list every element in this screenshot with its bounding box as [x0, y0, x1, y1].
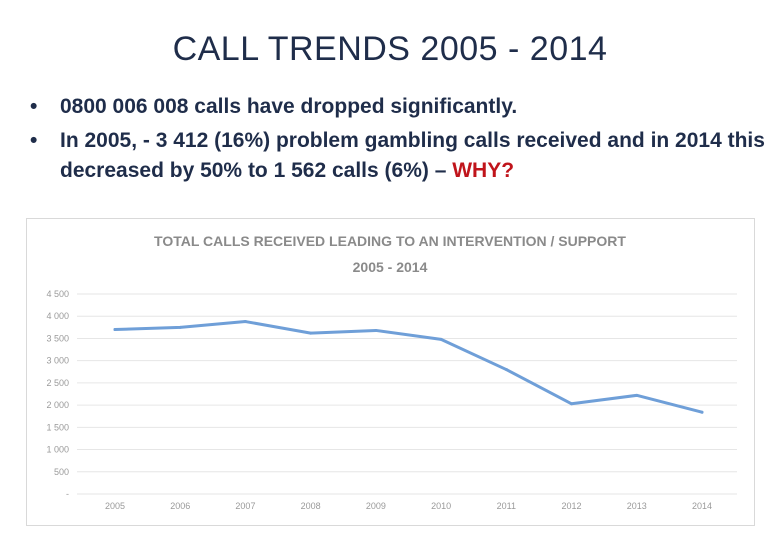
x-tick-label: 2005: [105, 501, 125, 511]
y-tick-label: 1 000: [46, 445, 69, 455]
y-tick-label: 2 500: [46, 378, 69, 388]
data-point: [113, 328, 117, 332]
x-tick-label: 2009: [366, 501, 386, 511]
series-line: [113, 320, 704, 414]
y-tick-label: 1 500: [46, 422, 69, 432]
data-point: [504, 368, 508, 372]
data-point: [700, 410, 704, 414]
chart-title: TOTAL CALLS RECEIVED LEADING TO AN INTER…: [154, 233, 626, 249]
series-group: [113, 320, 704, 414]
x-tick-label: 2012: [562, 501, 582, 511]
bullet-item-1: • 0800 006 008 calls have dropped signif…: [30, 92, 770, 122]
x-tick-label: 2011: [497, 501, 516, 511]
data-point: [570, 402, 574, 406]
chart-subtitle: 2005 - 2014: [353, 259, 428, 275]
y-tick-label: 3 500: [46, 333, 69, 343]
y-axis-ticks: - 500 1 000 1 500 2 000 2 500 3 000 3 500 4 000 4…: [46, 289, 69, 499]
data-point: [178, 325, 182, 329]
x-tick-label: 2013: [627, 501, 647, 511]
x-tick-label: 2007: [235, 501, 255, 511]
bullet-text-2: In 2005, - 3 412 (16%) problem gambling …: [60, 129, 765, 182]
y-tick-label: 2 000: [46, 400, 69, 410]
bullet-emphasis-why: WHY?: [452, 159, 515, 182]
y-tick-label: 4 500: [46, 289, 69, 299]
x-tick-label: 2008: [301, 501, 321, 511]
data-point: [243, 320, 247, 324]
x-axis-ticks: 2005 2006 2007 2008 2009 2010 2011 2012 2013 2014: [105, 501, 712, 511]
bullet-item-2: • In 2005, - 3 412 (16%) problem gamblin…: [30, 126, 770, 186]
bullet-list: • 0800 006 008 calls have dropped signif…: [30, 92, 770, 190]
y-tick-label: 4 000: [46, 311, 69, 321]
bullet-text-1: 0800 006 008 calls have dropped signific…: [60, 95, 518, 118]
data-point: [439, 337, 443, 341]
x-tick-label: 2006: [170, 501, 190, 511]
x-tick-label: 2014: [692, 501, 712, 511]
x-tick-label: 2010: [431, 501, 451, 511]
bullet-glyph: •: [30, 95, 38, 118]
y-tick-label: 3 000: [46, 356, 69, 366]
data-point: [309, 331, 313, 335]
data-point: [374, 328, 378, 332]
chart-frame: TOTAL CALLS RECEIVED LEADING TO AN INTER…: [26, 218, 755, 526]
y-tick-label: -: [66, 489, 69, 499]
bullet-glyph: •: [30, 129, 38, 152]
data-point: [635, 393, 639, 397]
slide-title: CALL TRENDS 2005 - 2014: [172, 30, 608, 68]
gridlines: [77, 293, 737, 495]
line-chart: TOTAL CALLS RECEIVED LEADING TO AN INTER…: [46, 233, 737, 511]
y-tick-label: 500: [54, 467, 69, 477]
